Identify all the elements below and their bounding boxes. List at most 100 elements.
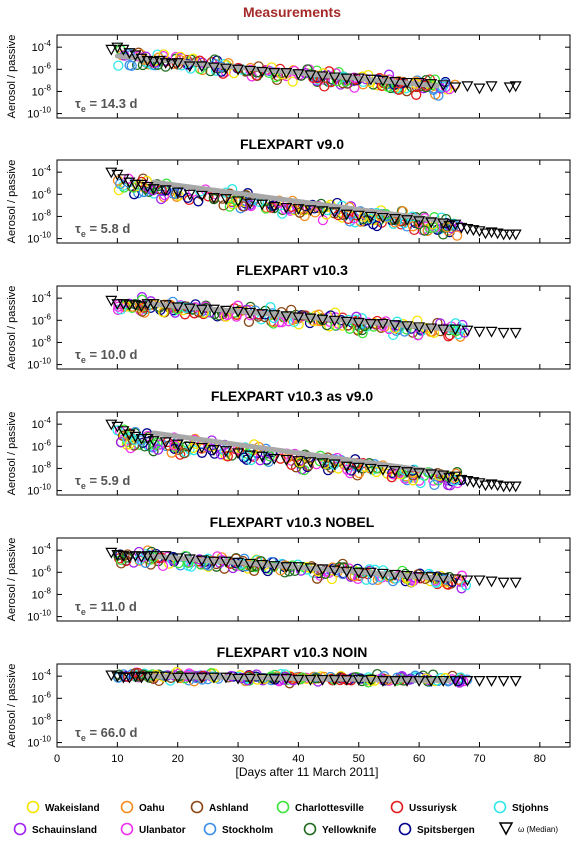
median-marker	[141, 551, 154, 562]
median-marker	[401, 571, 414, 582]
median-marker	[147, 551, 160, 562]
tau-subscript: e	[81, 355, 86, 365]
y-tick-label: 10-6	[32, 61, 52, 76]
station-point	[112, 425, 123, 436]
median-marker	[388, 569, 401, 581]
median-marker	[352, 210, 365, 222]
median-marker	[219, 446, 233, 457]
median-marker	[509, 481, 522, 493]
median-marker	[105, 44, 118, 56]
median-marker	[183, 441, 196, 453]
x-tick-label: 50	[353, 753, 365, 765]
median-marker	[159, 300, 172, 312]
median-marker	[437, 675, 450, 687]
median-marker	[413, 322, 426, 334]
y-tick-exponent: -8	[44, 83, 52, 92]
median-marker	[244, 673, 257, 685]
station-point	[371, 220, 383, 232]
station-point	[137, 306, 148, 317]
median-marker	[364, 211, 377, 223]
median-marker	[449, 324, 462, 336]
y-tick-exponent: -8	[44, 334, 52, 343]
median-marker	[413, 572, 426, 583]
median-markers	[105, 295, 522, 339]
y-tick-label: 10-6	[32, 312, 52, 327]
y-tick-exponent: -4	[44, 416, 52, 425]
station-point	[115, 178, 126, 190]
median-marker	[364, 463, 377, 475]
station-point	[140, 557, 151, 568]
y-tick-label: 10-8	[32, 460, 52, 475]
panel-4: FLEXPART v10.3 as v9.0 10-4 10-6 10-8 10-10 A…	[6, 388, 571, 498]
median-marker	[425, 469, 438, 481]
median-marker	[437, 80, 450, 92]
median-marker	[461, 81, 474, 93]
panel-5: FLEXPART v10.3 NOBEL 10-4 10-6 10-8 10-10 Aer…	[6, 514, 571, 624]
station-point	[407, 221, 419, 232]
median-marker	[141, 671, 154, 683]
y-tick-label: 10-10	[27, 106, 51, 121]
median-marker	[364, 319, 377, 330]
y-tick-exponent: -6	[44, 564, 52, 573]
median-marker	[304, 563, 317, 575]
median-marker	[485, 675, 498, 687]
median-marker	[111, 299, 124, 310]
median-marker	[509, 327, 522, 339]
median-marker	[461, 575, 474, 587]
legend-marker-spitsbergen	[398, 822, 412, 836]
legend-marker-ashland	[190, 800, 204, 814]
median-marker	[280, 68, 293, 79]
legend-marker-schauinsland	[13, 822, 27, 836]
median-marker	[388, 214, 401, 225]
station-point	[126, 60, 137, 72]
station-point	[179, 448, 190, 459]
median-marker	[207, 193, 220, 204]
median-marker	[219, 305, 233, 317]
median-marker	[123, 552, 136, 564]
legend-label: Yellowknife	[322, 825, 377, 836]
station-point	[265, 202, 277, 213]
x-tick-label: 70	[473, 753, 485, 765]
median-marker	[117, 672, 130, 684]
station-point	[182, 192, 193, 203]
median-marker	[449, 675, 462, 687]
station-point	[393, 84, 404, 95]
median-marker	[135, 672, 148, 684]
median-marker	[328, 72, 341, 84]
median-marker	[401, 467, 414, 478]
y-tick-exponent: -8	[44, 712, 52, 721]
median-marker	[316, 71, 329, 83]
median-marker	[413, 77, 426, 89]
plot-frame	[56, 537, 571, 622]
median-marker	[497, 577, 510, 589]
y-axis-label: Aerosol / passive	[6, 412, 18, 496]
median-marker	[473, 83, 486, 95]
station-point	[156, 193, 167, 205]
station-point	[241, 451, 252, 462]
median-marker	[280, 673, 293, 685]
median-marker	[123, 300, 136, 312]
legend-marker-charlottesville	[276, 800, 290, 814]
median-marker	[280, 202, 293, 214]
median-marker	[340, 674, 353, 686]
y-axis-label: Aerosol / passive	[6, 160, 18, 244]
median-marker	[256, 199, 269, 211]
y-tick-label: 10-8	[32, 712, 52, 727]
tau-value: = 14.3 d	[86, 96, 138, 111]
median-markers	[105, 419, 522, 493]
median-marker	[232, 448, 245, 460]
y-tick-label: 10-4	[32, 416, 52, 431]
median-marker	[256, 673, 269, 685]
station-point	[237, 201, 249, 212]
median-markers	[105, 42, 522, 95]
x-tick-label: 80	[534, 753, 546, 765]
median-marker	[135, 433, 148, 445]
median-marker	[256, 66, 269, 78]
panel-1: Measurements 10-4 10-6 10-8 10-10 Aerosol / p…	[6, 4, 571, 121]
tau-label: τe = 5.8 d	[75, 221, 130, 239]
tau-symbol: τ	[75, 96, 81, 111]
x-tick-label: 0	[54, 753, 60, 765]
median-marker	[509, 229, 522, 241]
median-marker	[195, 442, 208, 454]
median-marker	[195, 304, 208, 316]
